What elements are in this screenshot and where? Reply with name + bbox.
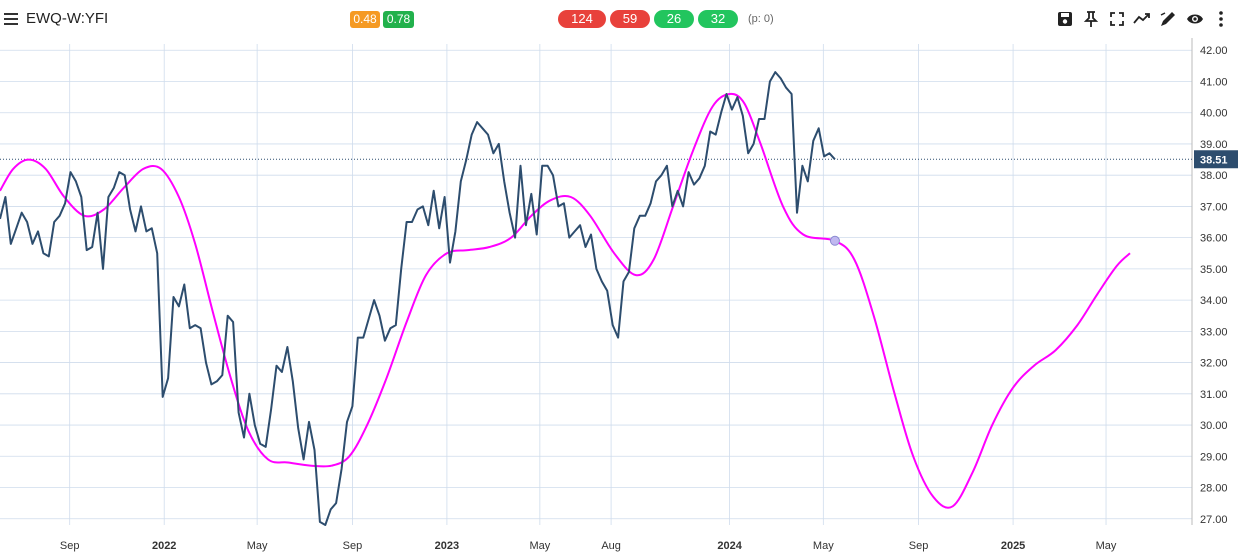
save-icon[interactable] — [1056, 10, 1074, 28]
y-tick-label: 35.00 — [1200, 264, 1228, 276]
x-tick-label: Sep — [60, 540, 80, 552]
cycle-marker-point — [829, 235, 840, 246]
y-tick-label: 40.00 — [1200, 108, 1228, 120]
p-value-note: (p: 0) — [748, 13, 774, 25]
y-tick-label: 42.00 — [1200, 45, 1228, 57]
y-tick-label: 31.00 — [1200, 389, 1228, 401]
draw-icon[interactable] — [1159, 10, 1177, 28]
eye-icon[interactable] — [1186, 10, 1204, 28]
cycle-forecast-line — [0, 92, 1131, 509]
fullscreen-icon[interactable] — [1108, 10, 1126, 28]
y-tick-label: 29.00 — [1200, 451, 1228, 463]
y-tick-label: 41.00 — [1200, 76, 1228, 88]
x-tick-label: Aug — [601, 540, 621, 552]
y-tick-label: 33.00 — [1200, 326, 1228, 338]
indicator-badge-orange: 0.48 — [350, 11, 380, 28]
x-tick-label: 2022 — [152, 540, 176, 552]
y-tick-label: 39.00 — [1200, 139, 1228, 151]
x-tick-label: 2023 — [435, 540, 459, 552]
x-tick-label: May — [529, 540, 550, 552]
count-badge-red-2: 59 — [610, 10, 650, 28]
y-tick-label: 30.00 — [1200, 420, 1228, 432]
y-tick-label: 32.00 — [1200, 358, 1228, 370]
x-tick-label: May — [1096, 540, 1117, 552]
hamburger-menu-icon[interactable] — [4, 13, 18, 25]
x-tick-label: 2024 — [717, 540, 742, 552]
price-chart[interactable]: 27.00 28.00 29.00 30.00 31.00 32.00 33.00 34.00… — [0, 38, 1238, 560]
y-tick-label: 28.00 — [1200, 483, 1228, 495]
y-tick-label: 34.00 — [1200, 295, 1228, 307]
y-tick-label: 38.00 — [1200, 170, 1228, 182]
count-badge-green-1: 26 — [654, 10, 694, 28]
count-badge-green-2: 32 — [698, 10, 738, 28]
more-icon[interactable] — [1212, 10, 1230, 28]
y-tick-label: 36.00 — [1200, 233, 1228, 245]
count-badge-red-1: 124 — [558, 10, 606, 28]
x-tick-label: 2025 — [1001, 540, 1025, 552]
y-axis: 27.00 28.00 29.00 30.00 31.00 32.00 33.00 34.00… — [1200, 45, 1228, 526]
last-price-label: 38.51 — [1200, 154, 1228, 166]
chart-grid — [0, 38, 1193, 525]
price-line — [0, 71, 836, 526]
pin-icon[interactable] — [1082, 10, 1100, 28]
x-tick-label: May — [813, 540, 834, 552]
last-price-badge: 38.51 — [1194, 150, 1238, 169]
symbol-title: EWQ-W:YFI — [26, 10, 109, 27]
indicator-badge-green: 0.78 — [383, 11, 414, 28]
x-tick-label: May — [247, 540, 268, 552]
trend-icon[interactable] — [1133, 10, 1151, 28]
x-tick-label: Sep — [343, 540, 363, 552]
y-tick-label: 37.00 — [1200, 201, 1228, 213]
x-tick-label: Sep — [909, 540, 929, 552]
toolbar: EWQ-W:YFI 0.48 0.78 124 59 26 32 (p: 0) — [0, 0, 1238, 38]
x-axis: Sep 2022 May Sep 2023 May Aug 2024 May Sep 2025 May — [60, 540, 1117, 552]
y-tick-label: 27.00 — [1200, 514, 1228, 526]
